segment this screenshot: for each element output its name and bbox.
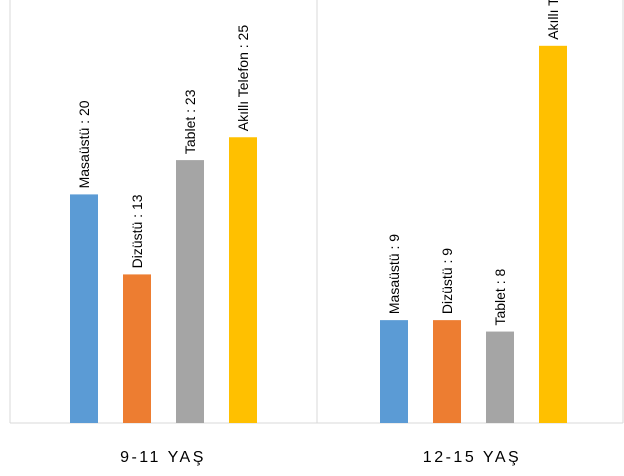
bars-layer [70, 45, 567, 424]
category-label-1: 12-15 YAŞ [423, 449, 521, 466]
bar-0-1 [123, 274, 151, 423]
data-label-1-3: Akıllı Telefon : 33 [545, 0, 561, 40]
category-labels-layer: 9-11 YAŞ 12-15 YAŞ [120, 449, 521, 466]
data-label-1-2: Tablet : 8 [492, 269, 508, 326]
bar-1-1 [433, 320, 461, 423]
bar-0-3 [229, 137, 257, 423]
data-label-1-1: Dizüstü : 9 [439, 248, 455, 314]
bar-1-3 [539, 45, 567, 424]
category-label-0: 9-11 YAŞ [120, 449, 206, 466]
data-label-0-3: Akıllı Telefon : 25 [235, 25, 251, 132]
data-label-0-0: Masaüstü : 20 [76, 100, 92, 188]
bar-1-0 [380, 320, 408, 423]
data-label-1-0: Masaüstü : 9 [386, 234, 402, 314]
data-labels-layer: Masaüstü : 20 Dizüstü : 13 Tablet : 23 Akıl… [76, 0, 561, 326]
plot-frame [9, 0, 624, 424]
bar-0-2 [176, 160, 204, 424]
bar-0-0 [70, 194, 98, 423]
data-label-0-1: Dizüstü : 13 [129, 194, 145, 268]
bar-1-2 [486, 331, 514, 423]
data-label-0-2: Tablet : 23 [182, 89, 198, 154]
